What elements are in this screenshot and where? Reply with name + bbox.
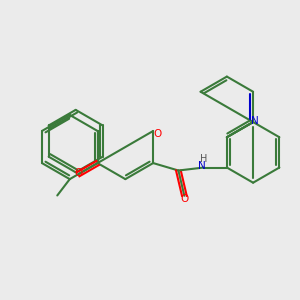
Text: O: O — [180, 194, 188, 204]
Text: N: N — [251, 116, 259, 126]
Text: H: H — [200, 154, 207, 164]
Text: O: O — [154, 129, 162, 139]
Text: N: N — [198, 161, 206, 171]
Text: O: O — [74, 168, 82, 178]
